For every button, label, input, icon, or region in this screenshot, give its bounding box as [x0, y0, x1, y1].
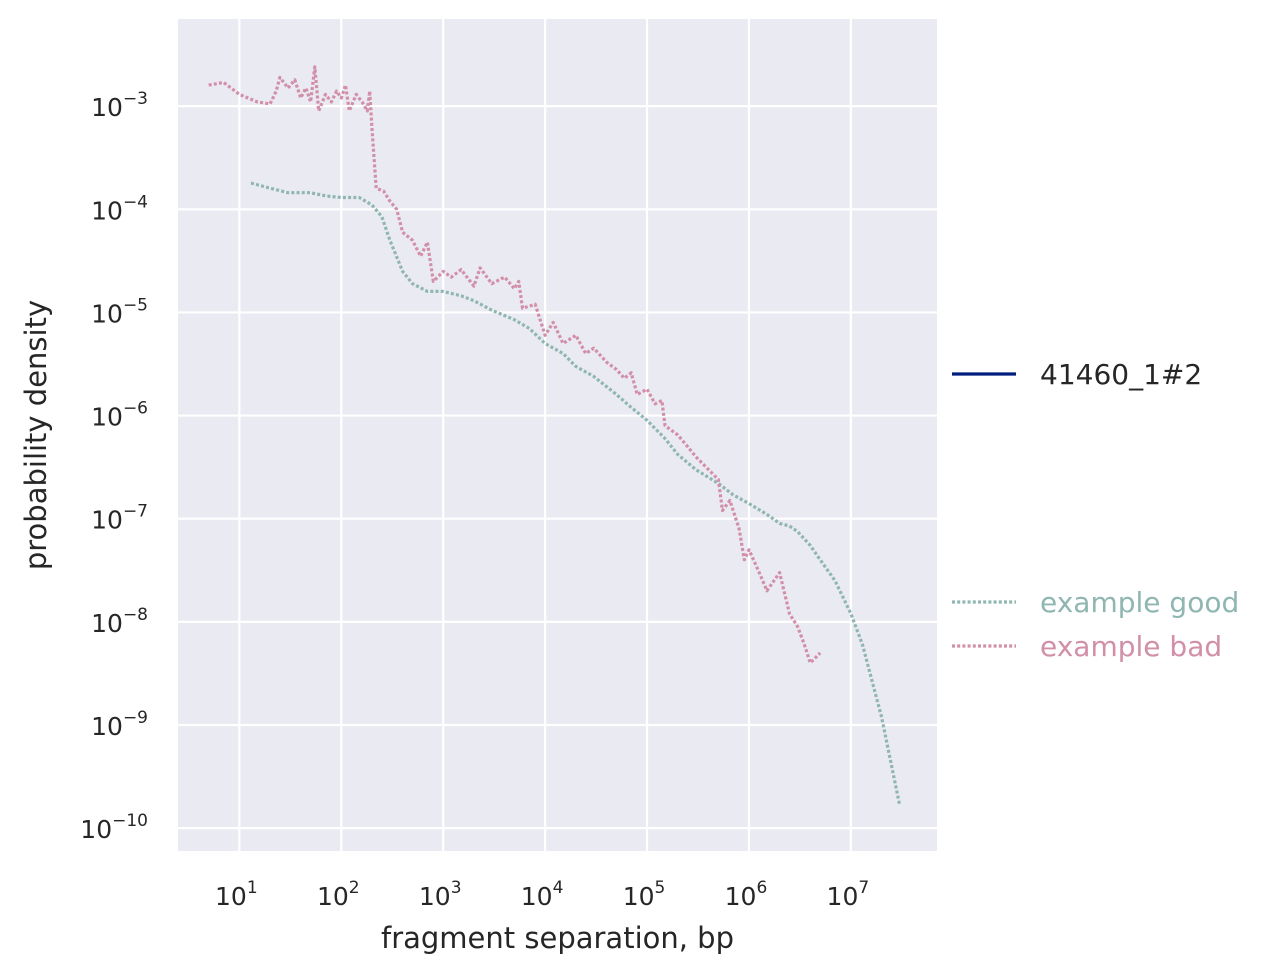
x-tick-label: 102 [317, 878, 360, 911]
x-tick-label: 103 [419, 878, 462, 911]
legend-label-2: example bad [1040, 630, 1222, 663]
series-layer [208, 65, 902, 805]
x-tick-label: 107 [827, 878, 870, 911]
y-tick-label: 10−7 [91, 502, 148, 535]
grid-lines [178, 19, 937, 851]
plot-area [178, 19, 937, 851]
x-tick-label: 106 [725, 878, 768, 911]
x-tick-labels: 101 102 103 104 105 106 107 [215, 878, 869, 911]
x-axis-label: fragment separation, bp [381, 921, 734, 955]
x-tick-label: 101 [215, 878, 258, 911]
y-tick-label: 10−9 [91, 708, 148, 741]
y-tick-label: 10−6 [91, 399, 148, 432]
y-tick-label: 10−8 [91, 605, 148, 638]
y-tick-label: 10−10 [80, 811, 148, 844]
x-tick-label: 104 [521, 878, 564, 911]
y-tick-label: 10−3 [91, 89, 148, 122]
y-tick-labels: 10−3 10−4 10−5 10−6 10−7 10−8 10−9 10−10 [80, 89, 148, 844]
legend-label-1: example good [1040, 586, 1239, 619]
y-axis-label: probability density [19, 300, 53, 570]
x-tick-label: 105 [623, 878, 666, 911]
legend-label-0: 41460_1#2 [1040, 358, 1202, 391]
y-tick-label: 10−5 [91, 295, 148, 328]
y-tick-label: 10−4 [91, 192, 148, 225]
series-line-1 [250, 181, 902, 805]
series-line-2 [208, 65, 822, 665]
